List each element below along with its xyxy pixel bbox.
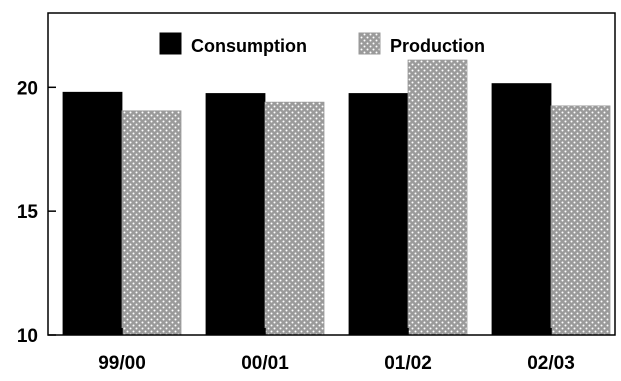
legend: Consumption Production xyxy=(159,32,485,56)
y-tick-label: 20 xyxy=(17,78,38,99)
bar-consumption-01-02 xyxy=(348,93,409,336)
x-tick-label: 99/00 xyxy=(98,353,146,374)
x-tick-label: 00/01 xyxy=(241,353,289,374)
y-axis: 10 15 20 xyxy=(17,78,56,347)
bar-consumption-02-03 xyxy=(491,83,552,336)
x-tick-label: 01/02 xyxy=(384,353,432,374)
y-tick-label: 15 xyxy=(17,202,39,223)
bars-group xyxy=(62,59,611,336)
bar-production-01-02 xyxy=(407,59,468,336)
plot-frame xyxy=(47,12,616,336)
legend-swatch-production xyxy=(358,32,381,55)
x-axis: 99/00 00/01 01/02 02/03 xyxy=(98,328,575,374)
legend-label-production: Production xyxy=(390,36,485,56)
bar-consumption-99-00 xyxy=(62,91,123,336)
bar-production-00-01 xyxy=(264,101,325,336)
x-tick-label: 02/03 xyxy=(527,353,575,374)
bar-production-99-00 xyxy=(121,110,182,336)
legend-label-consumption: Consumption xyxy=(191,36,307,56)
bar-consumption-00-01 xyxy=(205,93,266,336)
y-tick-label: 10 xyxy=(17,326,38,347)
bar-production-02-03 xyxy=(550,105,611,336)
legend-swatch-consumption xyxy=(159,32,182,55)
